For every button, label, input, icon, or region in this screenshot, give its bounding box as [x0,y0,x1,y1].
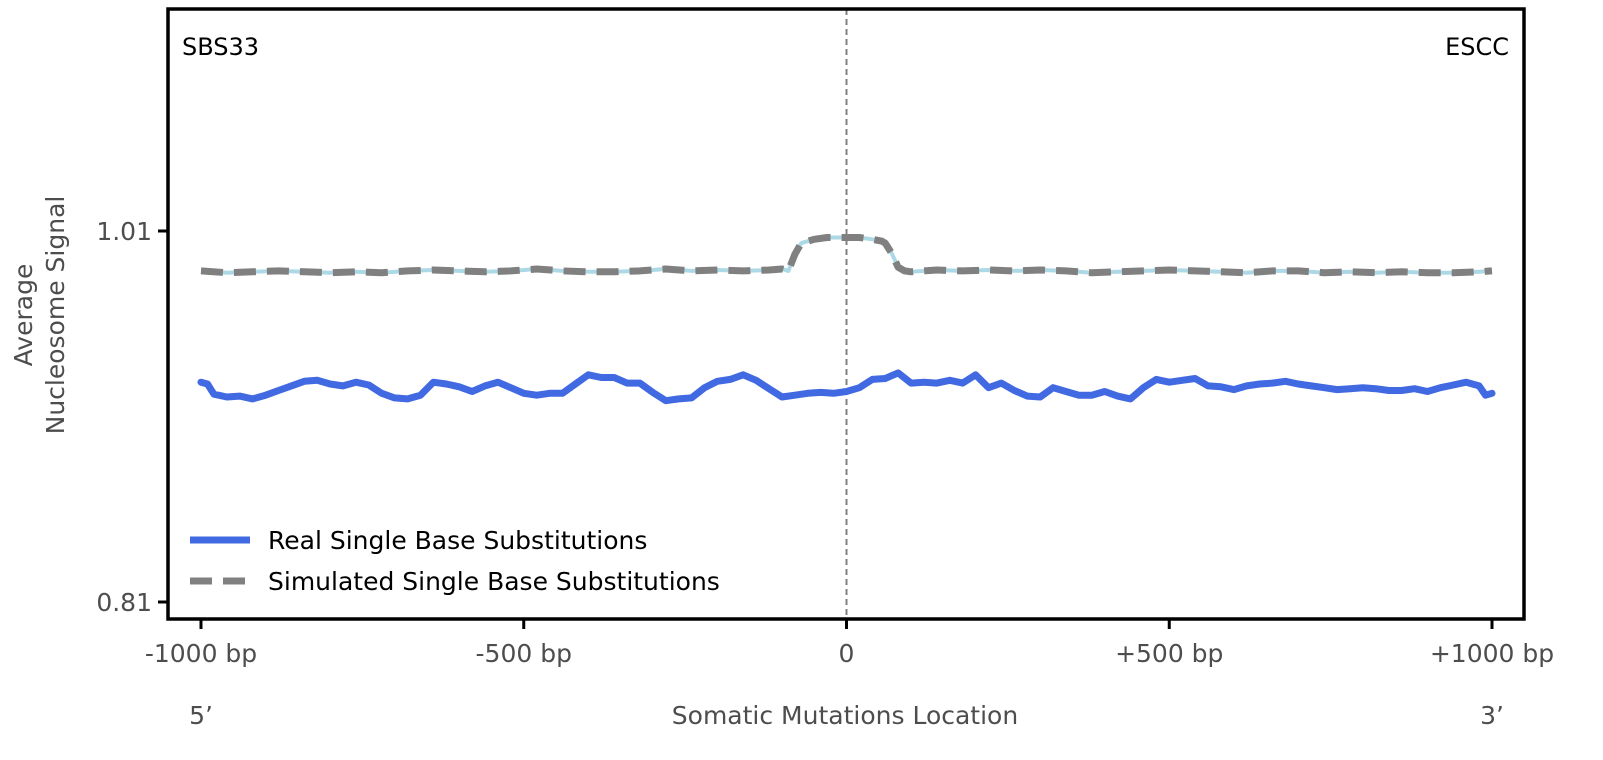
legend-label-real-sbs: Real Single Base Substitutions [268,526,647,555]
legend-label-simulated-sbs: Simulated Single Base Substitutions [268,567,720,596]
x-tick-label: -1000 bp [145,639,257,668]
x-tick-label: -500 bp [476,639,572,668]
series-real-sbs-line [197,369,1496,405]
x-tick-label: +500 bp [1115,639,1223,668]
x-tick-label: +1000 bp [1430,639,1554,668]
strand-5prime-label: 5’ [189,701,213,730]
axes-layer: 0.81 1.01 -1000 bp -500 bp 0 +500 bp +1000 bp S… [9,7,1554,730]
y-tick-label: 1.01 [96,217,152,246]
plot-layer [197,9,1496,619]
x-axis-title: Somatic Mutations Location [672,701,1018,730]
y-tick-label: 0.81 [96,588,152,617]
cancer-type-label: ESCC [1445,33,1509,61]
legend: Real Single Base Substitutions Simulated … [190,526,720,596]
strand-3prime-label: 3’ [1480,701,1504,730]
series-simulated-sbs-line [200,234,1493,277]
signature-label: SBS33 [182,33,259,61]
y-axis-title-line: Average [9,264,38,367]
x-tick-label: 0 [839,639,855,668]
y-axis-title-line: Nucleosome Signal [41,196,70,435]
